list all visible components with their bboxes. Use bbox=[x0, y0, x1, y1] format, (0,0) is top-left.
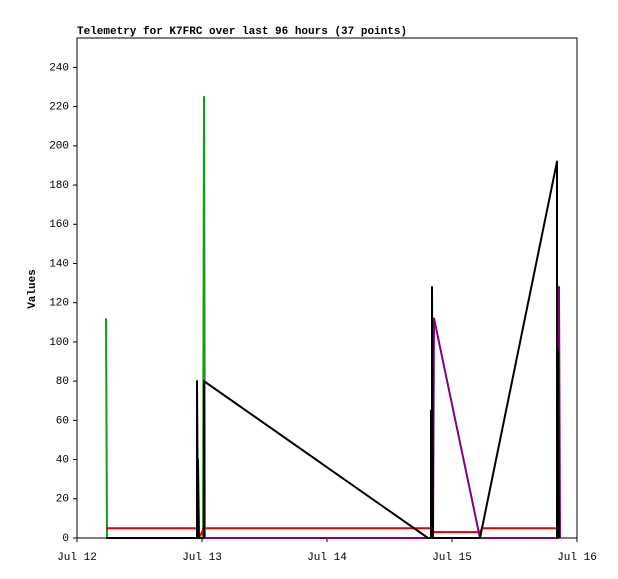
y-tick-label: 60 bbox=[56, 415, 69, 427]
y-tick-label: 160 bbox=[49, 219, 69, 231]
chart-title: Telemetry for K7FRC over last 96 hours (… bbox=[77, 26, 407, 38]
x-tick-label: Jul 13 bbox=[182, 552, 222, 564]
y-tick-label: 80 bbox=[56, 376, 69, 388]
y-axis-label: Values bbox=[27, 269, 39, 309]
series-line bbox=[106, 160, 560, 539]
x-tick-label: Jul 12 bbox=[57, 552, 97, 564]
y-tick-label: 180 bbox=[49, 180, 69, 192]
y-tick-label: 100 bbox=[49, 337, 69, 349]
y-tick-label: 220 bbox=[49, 102, 69, 114]
y-tick-label: 140 bbox=[49, 258, 69, 270]
x-tick-label: Jul 16 bbox=[557, 552, 597, 564]
x-tick-label: Jul 15 bbox=[432, 552, 472, 564]
y-tick-label: 40 bbox=[56, 454, 69, 466]
y-tick-label: 0 bbox=[62, 533, 69, 545]
y-tick-label: 20 bbox=[56, 494, 69, 506]
y-tick-label: 200 bbox=[49, 141, 69, 153]
y-tick-label: 240 bbox=[49, 62, 69, 74]
y-tick-label: 120 bbox=[49, 298, 69, 310]
x-tick-label: Jul 14 bbox=[307, 552, 347, 564]
